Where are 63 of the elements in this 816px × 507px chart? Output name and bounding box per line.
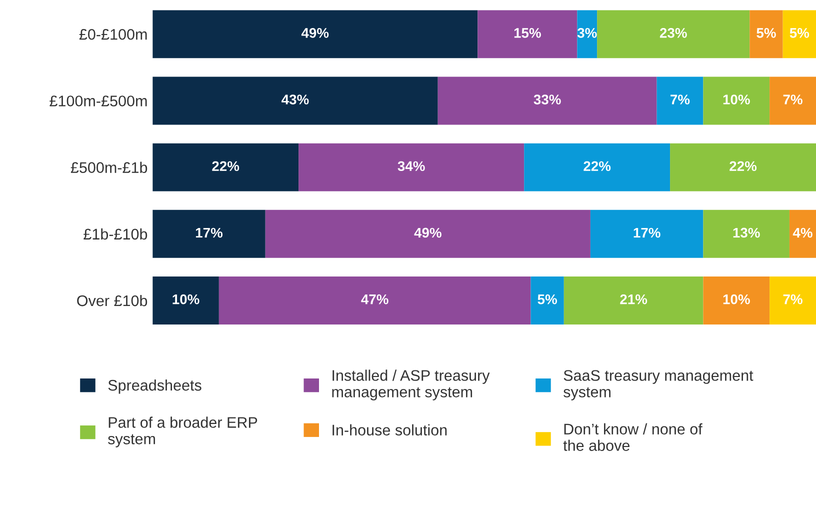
data-label: 5%	[756, 28, 776, 38]
y-tick-label: £0-£100m	[79, 28, 147, 40]
bar	[703, 76, 770, 125]
data-label: 22%	[212, 161, 240, 172]
data-label: 7%	[783, 94, 802, 104]
data-label: 23%	[660, 28, 687, 38]
bar	[703, 210, 790, 258]
bar	[530, 276, 564, 324]
bar	[152, 210, 266, 258]
bar	[770, 76, 816, 125]
data-label: 21%	[620, 294, 648, 304]
y-tick-label: £1b-£10b	[84, 228, 148, 240]
bar	[478, 10, 578, 58]
data-label: 3%	[577, 28, 597, 38]
bar	[152, 276, 219, 324]
bar	[524, 143, 670, 192]
legend-label: Don’t know / none of the above	[563, 423, 702, 451]
data-label: 49%	[414, 228, 442, 238]
legend-label: In-house solution	[332, 424, 447, 436]
data-label: 34%	[398, 161, 425, 172]
data-label: 7%	[670, 94, 690, 104]
legend-label: Part of a broader ERP system	[108, 416, 258, 448]
bar	[577, 10, 598, 58]
bar	[782, 10, 816, 58]
bar	[298, 143, 524, 192]
bar	[789, 210, 816, 258]
data-label: 22%	[730, 161, 757, 172]
bar	[564, 276, 704, 324]
legend-label: SaaS treasury management system	[564, 370, 754, 400]
data-label: 33%	[534, 94, 561, 104]
bar	[218, 276, 531, 324]
data-label: 17%	[634, 228, 660, 238]
legend-label: Installed / ASP treasury management system	[332, 370, 490, 400]
y-tick-label: £500m-£1b	[70, 162, 148, 173]
bar	[770, 276, 816, 324]
data-label: 7%	[783, 294, 802, 304]
data-label: 17%	[196, 228, 223, 238]
bar	[152, 10, 478, 58]
bar	[670, 143, 816, 192]
bar	[438, 76, 657, 125]
data-label: 13%	[733, 228, 760, 238]
bar	[656, 76, 704, 125]
bar	[152, 76, 438, 125]
data-label: 5%	[790, 28, 810, 38]
data-label: 49%	[301, 28, 329, 38]
data-label: 10%	[723, 94, 750, 104]
bar	[265, 210, 590, 258]
bar	[152, 143, 299, 192]
data-label: 22%	[584, 161, 611, 172]
bar	[597, 10, 750, 58]
data-label: 10%	[723, 294, 750, 304]
data-label: 10%	[172, 294, 200, 304]
bar	[750, 10, 783, 58]
data-label: 4%	[792, 228, 812, 238]
y-tick-label: Over £10b	[77, 294, 148, 306]
data-label: 43%	[282, 94, 309, 104]
y-tick-label: £100m-£500m	[50, 96, 147, 106]
data-label: 47%	[361, 294, 388, 304]
bar	[590, 210, 704, 258]
legend-label: Spreadsheets	[108, 379, 202, 394]
data-label: 15%	[514, 28, 541, 38]
bar	[703, 276, 770, 324]
data-label: 5%	[538, 294, 557, 304]
